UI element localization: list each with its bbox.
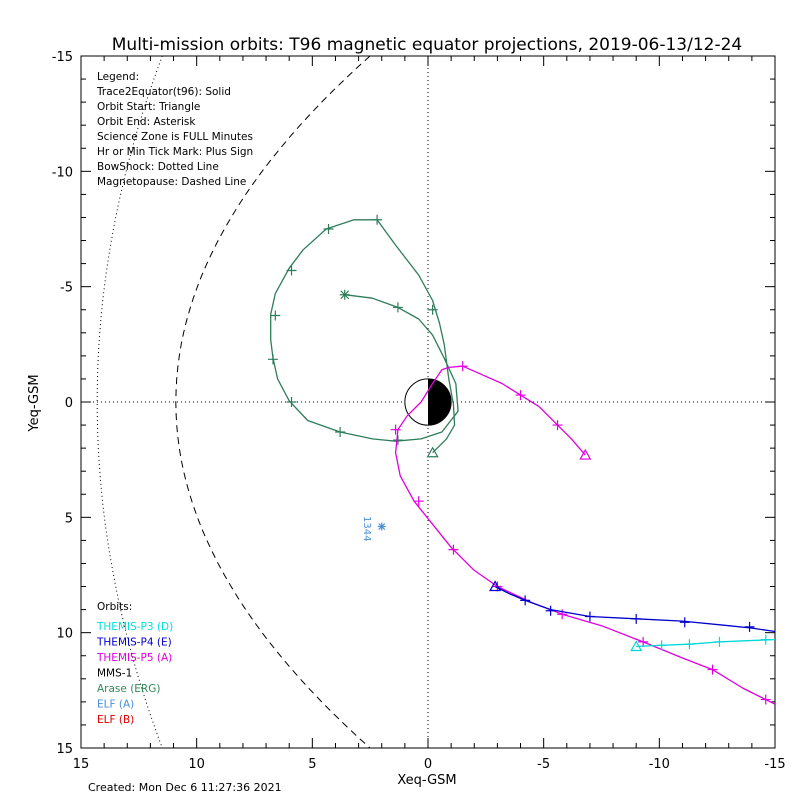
legend-line: Science Zone is FULL Minutes <box>97 131 253 143</box>
orbit-start-themis-p5-a <box>579 448 592 460</box>
y-tick-label: 10 <box>56 627 73 642</box>
orbit-tick-arase-erg <box>286 397 297 407</box>
x-tick-label: -10 <box>649 757 670 772</box>
legend-line: Legend: <box>97 71 139 83</box>
orbit-tick-themis-p4-e <box>520 595 531 606</box>
orbit-tick-themis-p3-d <box>714 636 725 647</box>
legend-line: Magnetopause: Dashed Line <box>97 176 246 188</box>
bowshock-curve <box>96 55 163 749</box>
orbit-end-arase-erg <box>339 289 350 300</box>
orbits-legend-item: THEMIS-P5 (A) <box>96 652 172 664</box>
legend-line: Orbit End: Asterisk <box>97 116 196 128</box>
orbit-line-themis-p3-d <box>636 638 775 648</box>
elf-a-marker <box>377 522 386 531</box>
y-tick-label: 5 <box>65 511 73 526</box>
orbit-tick-arase-erg <box>392 435 403 446</box>
orbit-tick-themis-p5-a <box>390 424 401 435</box>
legend-line: Trace2Equator(t96): Solid <box>96 86 231 98</box>
x-tick-label: 10 <box>188 757 205 772</box>
orbit-tick-themis-p5-a <box>457 361 468 372</box>
orbit-tick-themis-p5-a <box>707 664 718 675</box>
x-tick-label: 5 <box>308 757 316 772</box>
orbit-tick-arase-erg <box>323 224 334 234</box>
x-tick-label: 0 <box>424 757 432 772</box>
orbit-tick-themis-p5-a <box>552 420 563 431</box>
orbit-tick-themis-p4-e <box>631 613 642 624</box>
chart-title: Multi-mission orbits: T96 magnetic equat… <box>112 35 743 55</box>
orbit-start-themis-p3-d <box>630 640 643 652</box>
orbits-legend-item: THEMIS-P3 (D) <box>96 621 173 633</box>
orbit-tick-themis-p3-d <box>656 640 667 651</box>
orbit-tick-themis-p4-e <box>744 621 755 632</box>
x-tick-label: -5 <box>537 757 550 772</box>
y-tick-label: -5 <box>60 281 73 296</box>
orbits-legend-title: Orbits: <box>97 601 132 613</box>
orbit-tick-arase-erg <box>286 265 297 276</box>
earth-nightside <box>428 378 452 426</box>
magnetopause-curve <box>175 55 371 749</box>
orbit-tick-arase-erg <box>268 354 279 365</box>
y-tick-label: -10 <box>52 165 73 180</box>
orbits-legend-item: THEMIS-P4 (E) <box>96 637 172 649</box>
created-timestamp: Created: Mon Dec 6 11:27:36 2021 <box>88 781 282 794</box>
elf-a-annotation: 1344 <box>361 516 372 541</box>
y-tick-label: -15 <box>52 50 73 65</box>
orbit-tick-themis-p4-e <box>584 611 595 622</box>
orbits-legend-item: ELF (A) <box>97 699 134 711</box>
orbit-tick-themis-p3-d <box>760 634 771 645</box>
orbit-tick-themis-p5-a <box>413 496 424 507</box>
orbit-tick-arase-erg <box>392 302 403 313</box>
orbit-line-themis-p5-a <box>394 365 775 705</box>
legend-line: Orbit Start: Triangle <box>97 101 200 113</box>
x-tick-label: -15 <box>764 757 785 772</box>
orbit-line-themis-p4-e <box>494 585 775 633</box>
x-axis-label: Xeq-GSM <box>397 773 456 788</box>
orbit-tick-themis-p5-a <box>515 390 526 401</box>
orbit-start-themis-p4-e <box>489 580 502 592</box>
orbit-tick-themis-p5-a <box>557 609 568 620</box>
legend-line: Hr or Min Tick Mark: Plus Sign <box>97 146 253 158</box>
orbit-line-arase-erg <box>270 219 459 454</box>
orbit-tick-themis-p5-a <box>448 544 459 555</box>
x-tick-label: 15 <box>73 757 90 772</box>
y-tick-label: 15 <box>56 742 73 757</box>
orbit-tick-arase-erg <box>372 214 383 225</box>
y-tick-label: 0 <box>65 396 73 411</box>
orbits-legend-item: MMS-1 <box>97 668 132 680</box>
legend-line: BowShock: Dotted Line <box>97 161 219 173</box>
orbit-tick-arase-erg <box>270 310 281 321</box>
orbit-tick-arase-erg <box>335 426 346 437</box>
orbits-legend-item: ELF (B) <box>97 714 134 726</box>
orbit-tick-arase-erg <box>427 304 438 315</box>
orbit-tick-themis-p5-a <box>760 694 771 705</box>
orbits-legend-item: Arase (ERG) <box>97 683 160 695</box>
orbit-tick-themis-p4-e <box>679 617 690 628</box>
orbit-start-arase-erg <box>426 446 439 458</box>
y-axis-label: Yeq-GSM <box>27 374 42 432</box>
orbit-tick-themis-p5-a <box>638 636 649 647</box>
orbit-tick-themis-p3-d <box>684 639 695 650</box>
orbit-tick-themis-p4-e <box>545 605 556 616</box>
